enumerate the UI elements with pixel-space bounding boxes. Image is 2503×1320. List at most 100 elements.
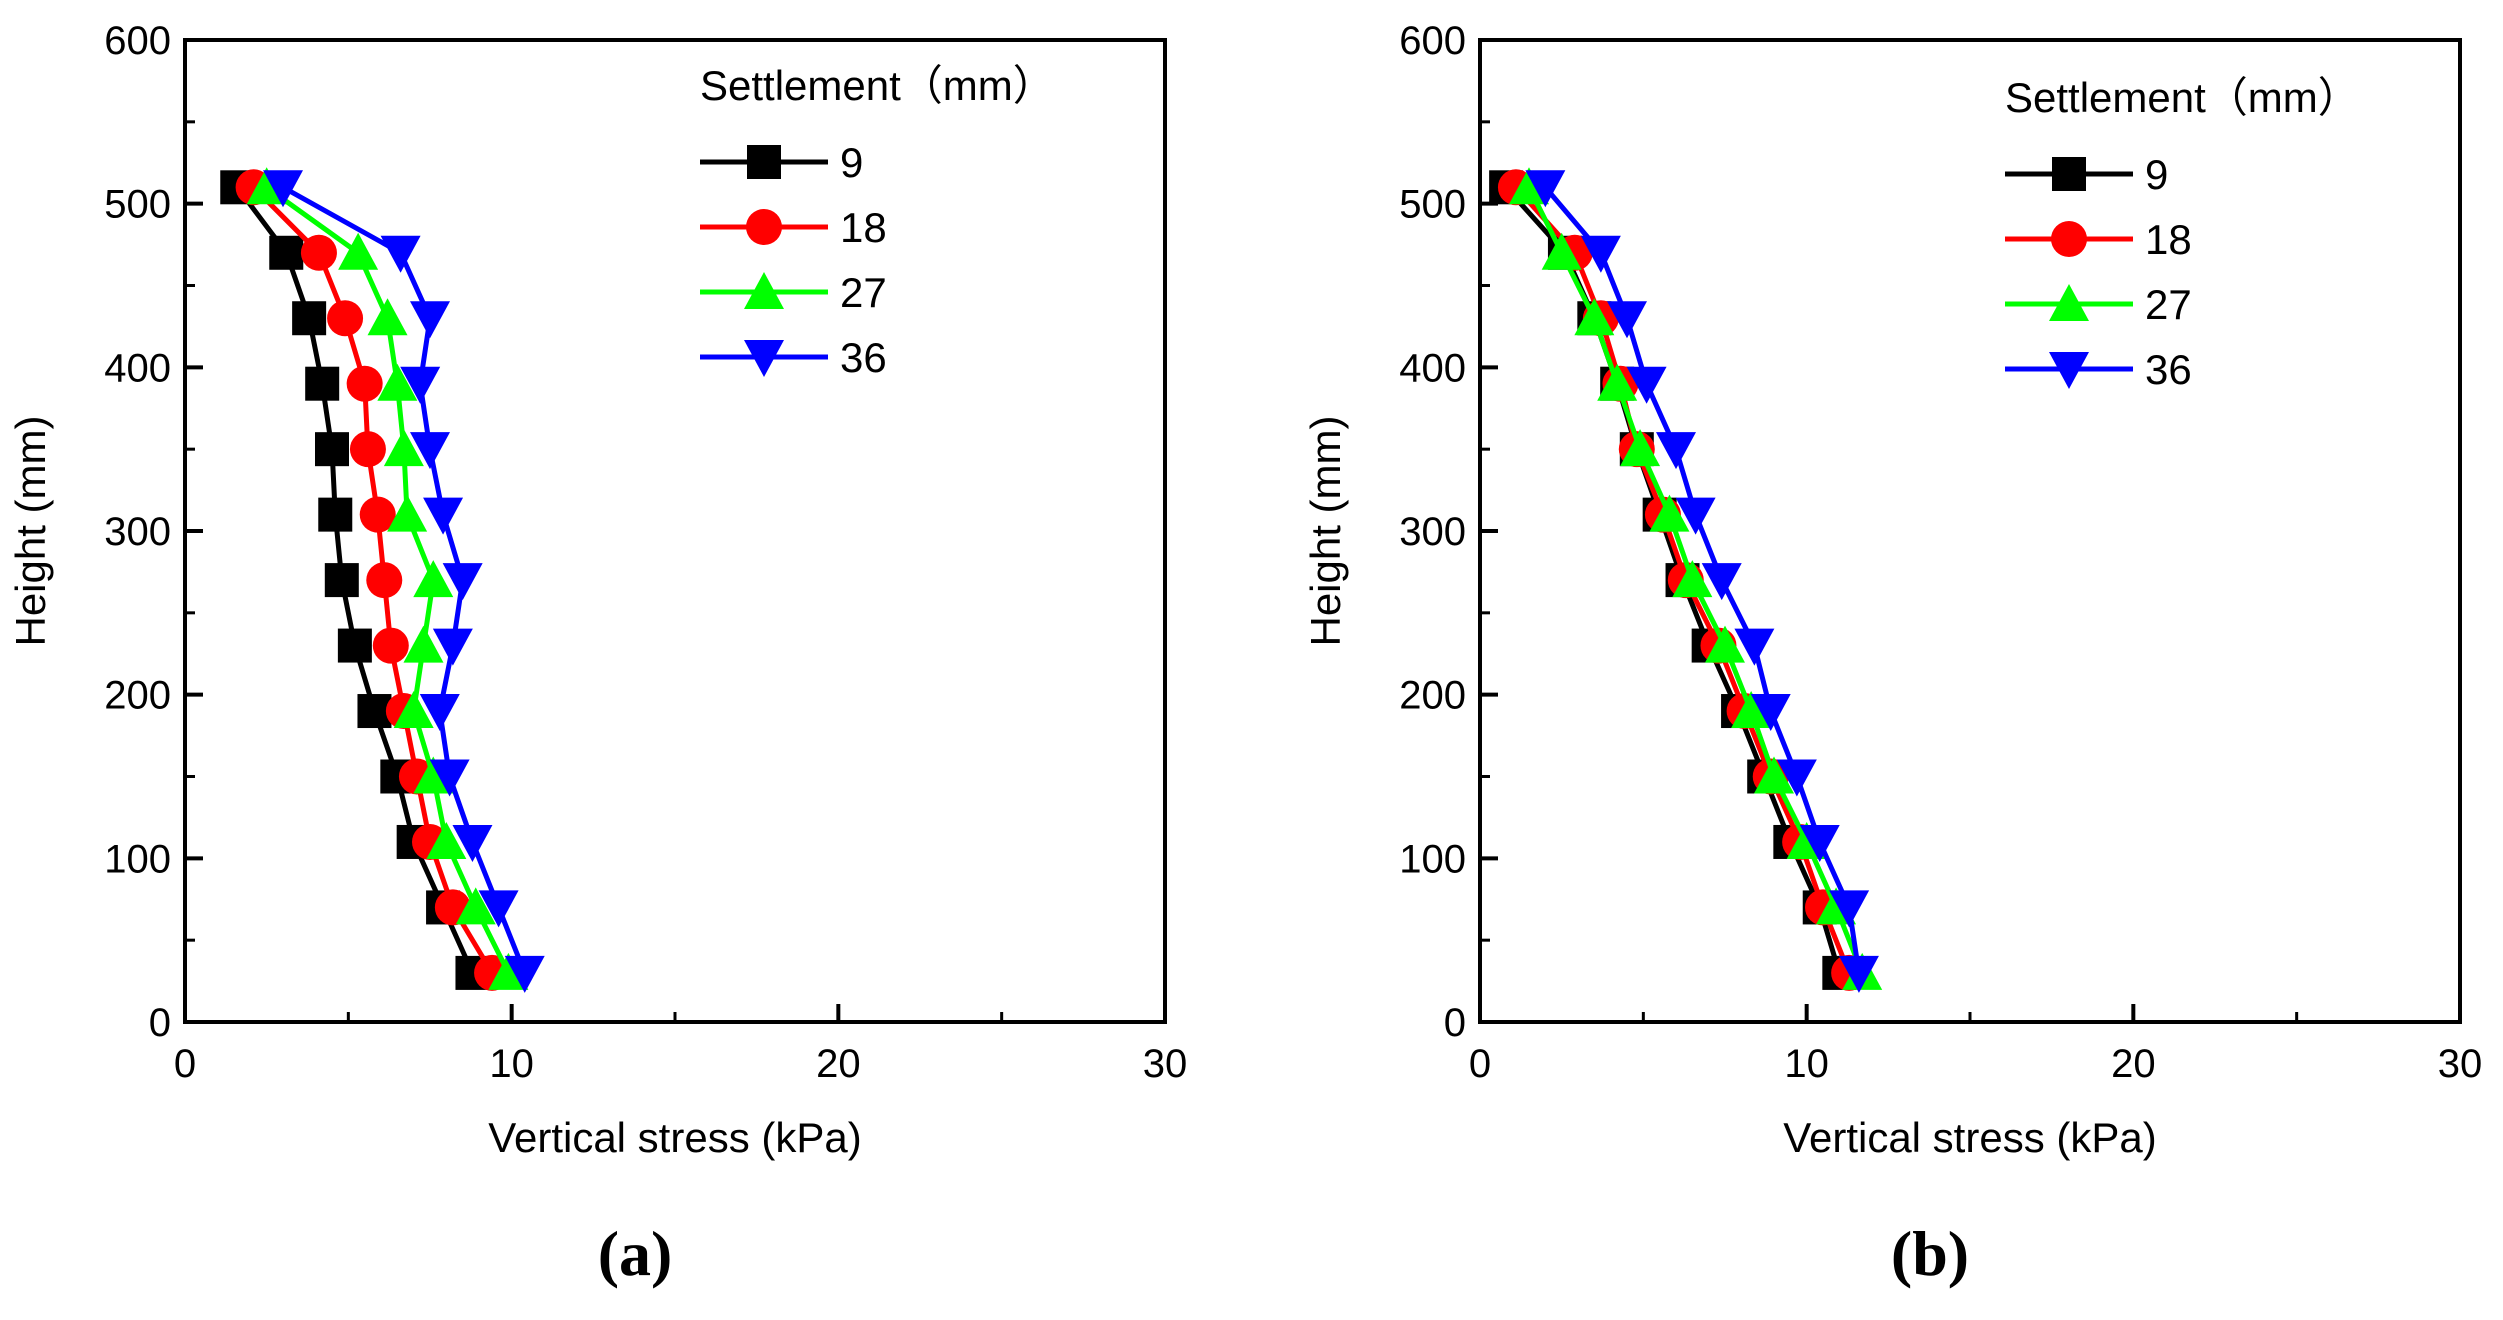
data-point-27mm (367, 298, 408, 336)
data-point-27mm (1620, 429, 1661, 467)
plot-frame (1478, 38, 2462, 1024)
legend-label: 27 (2145, 281, 2192, 328)
legend: Settlement（mm） 9 18 27 36 (2005, 74, 2360, 393)
data-point-36mm (1799, 824, 1840, 862)
data-point-36mm (263, 170, 303, 208)
y-tick-label: 100 (104, 837, 171, 881)
data-point-36mm (1626, 366, 1667, 404)
legend-marker-18 (2051, 221, 2087, 257)
x-tick-label: 0 (1469, 1042, 1491, 1086)
y-tick-label: 0 (149, 1001, 171, 1045)
data-point-9mm (318, 497, 353, 532)
data-point-9mm (269, 235, 304, 270)
data-point-27mm (1672, 560, 1713, 598)
data-point-36mm (1607, 301, 1647, 339)
data-point-36mm (1525, 170, 1566, 208)
x-tick-label: 20 (816, 1042, 861, 1086)
data-point-9mm (292, 301, 327, 336)
y-tick-label: 100 (1399, 837, 1466, 881)
legend-title: Settlement（mm） (2005, 74, 2360, 121)
legend-label: 36 (2145, 346, 2192, 393)
data-point-18mm (359, 496, 396, 533)
y-tick-label: 300 (1399, 510, 1466, 554)
data-point-27mm (1541, 232, 1582, 270)
y-axis-title: Height (mm) (1302, 415, 1349, 646)
data-point-27mm (413, 560, 454, 598)
data-point-27mm (455, 887, 496, 925)
y-tick-label: 600 (1399, 19, 1466, 63)
data-point-36mm (380, 235, 421, 273)
data-point-36mm (478, 890, 519, 928)
data-point-36mm (1838, 955, 1879, 993)
data-point-27mm (1597, 363, 1638, 401)
data-point-18mm (349, 431, 386, 468)
data-point-27mm (1754, 756, 1794, 794)
x-tick-label: 10 (1784, 1042, 1829, 1086)
data-point-27mm (338, 232, 379, 270)
data-point-27mm (383, 429, 424, 467)
data-point-27mm (377, 363, 418, 401)
data-point-36mm (452, 824, 493, 862)
legend-label: 9 (2145, 151, 2168, 198)
data-point-27mm (403, 625, 444, 663)
y-tick-label: 0 (1444, 1001, 1466, 1045)
data-point-9mm (337, 628, 372, 663)
y-tick-label: 200 (1399, 674, 1466, 718)
data-point-9mm (315, 432, 349, 467)
data-point-36mm (410, 301, 450, 339)
data-point-9mm (357, 694, 392, 729)
data-point-36mm (410, 432, 450, 470)
y-tick-label: 400 (104, 346, 171, 390)
x-axis-title: Vertical stress (kPa) (488, 1114, 861, 1161)
data-point-36mm (1656, 432, 1696, 470)
legend-marker-9 (2052, 157, 2086, 191)
x-tick-label: 30 (2438, 1042, 2483, 1086)
data-point-36mm (1675, 497, 1716, 535)
y-tick-label: 500 (1399, 183, 1466, 227)
data-point-36mm (504, 955, 545, 993)
data-point-36mm (1750, 694, 1791, 732)
y-axis-title: Height (mm) (7, 415, 54, 646)
data-point-36mm (1829, 890, 1870, 928)
legend-marker-27 (2049, 284, 2089, 321)
data-point-36mm (1776, 759, 1817, 797)
legend-label: 27 (840, 269, 887, 316)
x-tick-label: 20 (2111, 1042, 2156, 1086)
y-tick-label: 200 (104, 674, 171, 718)
legend-marker-9 (747, 145, 781, 179)
data-point-27mm (1649, 494, 1690, 532)
data-point-18mm (300, 234, 337, 271)
data-point-36mm (400, 366, 441, 404)
legend-marker-36 (2049, 352, 2089, 389)
legend-label: 18 (2145, 216, 2192, 263)
data-point-18mm (372, 627, 409, 664)
legend-label: 36 (840, 334, 887, 381)
data-point-18mm (366, 562, 403, 599)
data-point-27mm (426, 821, 467, 859)
x-tick-label: 10 (489, 1042, 534, 1086)
x-tick-label: 0 (174, 1042, 196, 1086)
legend: Settlement（mm） 9 18 27 36 (700, 62, 1055, 381)
y-tick-label: 600 (104, 19, 171, 63)
data-point-18mm (346, 365, 383, 402)
y-tick-label: 300 (104, 510, 171, 554)
data-point-36mm (429, 759, 470, 797)
legend-label: 9 (840, 139, 863, 186)
y-tick-label: 500 (104, 183, 171, 227)
x-tick-label: 30 (1143, 1042, 1188, 1086)
data-point-36mm (442, 563, 483, 601)
data-point-36mm (419, 694, 460, 732)
data-point-27mm (393, 691, 434, 729)
legend-marker-36 (744, 340, 784, 377)
data-point-27mm (1731, 691, 1772, 729)
data-point-27mm (1705, 625, 1745, 663)
data-point-9mm (305, 366, 340, 401)
data-point-27mm (387, 494, 428, 532)
legend-marker-18 (746, 209, 782, 245)
data-point-36mm (432, 628, 473, 666)
data-point-27mm (1574, 298, 1615, 336)
legend-title: Settlement（mm） (700, 62, 1055, 109)
